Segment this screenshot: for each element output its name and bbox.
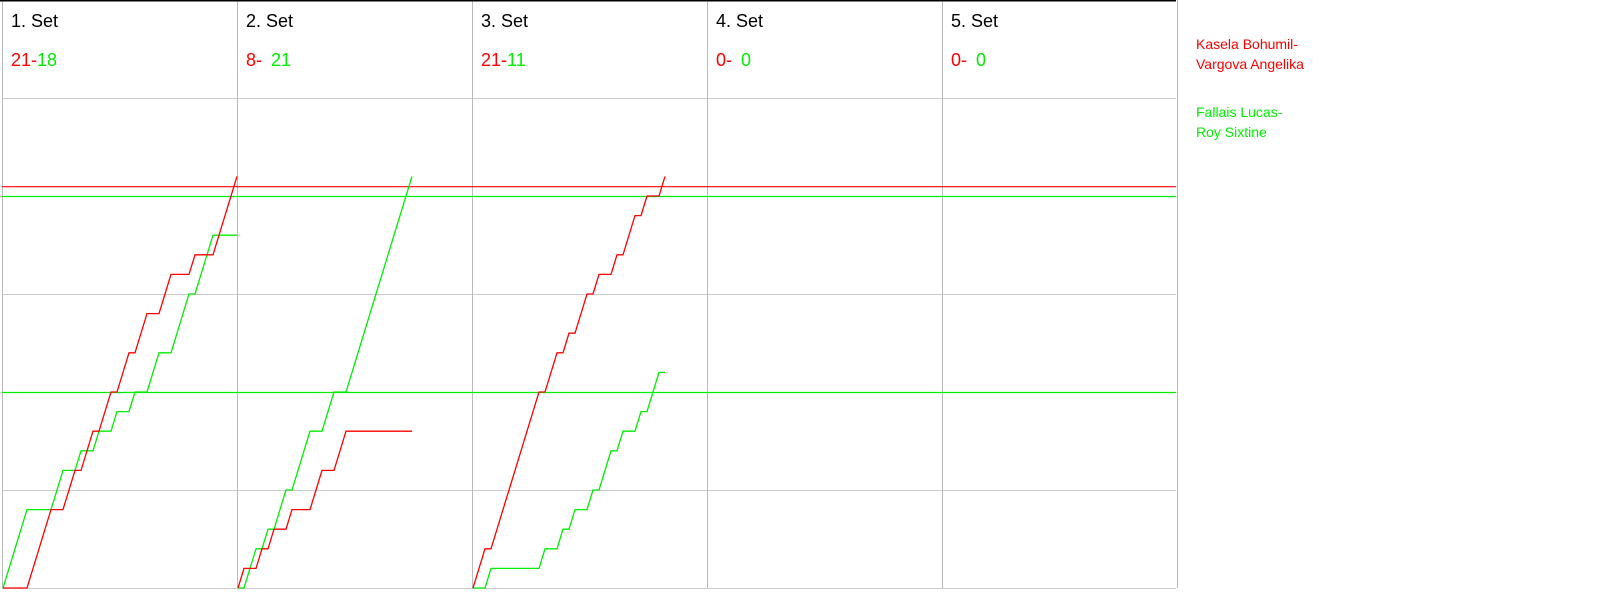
score-team1: 21- <box>481 50 508 70</box>
series-team2-set-2 <box>238 176 413 589</box>
set-title: 5. Set <box>951 11 999 31</box>
score-team2: 0 <box>976 50 987 70</box>
set-title: 4. Set <box>716 11 764 31</box>
set-score: 0- 0 <box>951 50 986 71</box>
legend-team1-line2: Vargova Angelika <box>1196 56 1304 72</box>
set-header-4: 4. Set 0- 0 <box>707 0 942 98</box>
set-header-1: 1. Set 21-18 <box>2 0 237 98</box>
legend-team2-line1: Fallais Lucas- <box>1196 104 1283 120</box>
set-title: 3. Set <box>481 11 529 31</box>
set-score: 8- 21 <box>246 50 291 71</box>
score-team1: 0- <box>716 50 733 70</box>
set-title: 2. Set <box>246 11 294 31</box>
set-header-5: 5. Set 0- 0 <box>942 0 1177 98</box>
legend-team2: Fallais Lucas- Roy Sixtine <box>1196 102 1282 142</box>
set-header-2: 2. Set 8- 21 <box>237 0 472 98</box>
legend-team2-line2: Roy Sixtine <box>1196 124 1267 140</box>
score-team2: 18 <box>37 50 58 70</box>
series-team1-set-1 <box>3 176 238 589</box>
series-team2-set-3 <box>473 371 665 589</box>
legend-team1-line1: Kasela Bohumil- <box>1196 36 1298 52</box>
set-score: 0- 0 <box>716 50 751 71</box>
score-team1: 21- <box>11 50 38 70</box>
score-team2: 11 <box>507 50 526 70</box>
set-header-3: 3. Set 21-11 <box>472 0 707 98</box>
legend-team1: Kasela Bohumil- Vargova Angelika <box>1196 34 1304 74</box>
series-team1-set-2 <box>237 430 412 589</box>
score-team1: 8- <box>246 50 263 70</box>
set-title: 1. Set <box>11 11 59 31</box>
score-team2: 0 <box>741 50 752 70</box>
score-team2: 21 <box>271 50 292 70</box>
set-score: 21-11 <box>481 50 526 71</box>
series-team1-set-3 <box>472 176 666 589</box>
set-score: 21-18 <box>11 50 57 71</box>
score-team1: 0- <box>951 50 968 70</box>
series-team2-set-1 <box>2 234 237 589</box>
